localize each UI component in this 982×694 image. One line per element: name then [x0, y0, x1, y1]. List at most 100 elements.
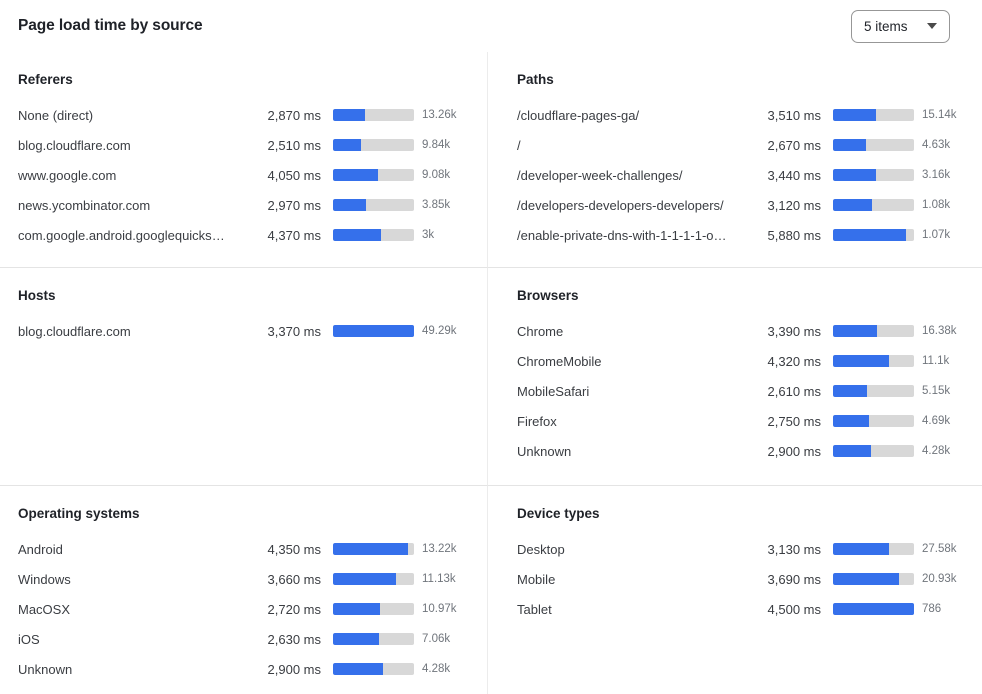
bar-fill	[833, 109, 877, 121]
row-label: Firefox	[517, 413, 557, 429]
panel-title: Operating systems	[18, 506, 140, 521]
table-row[interactable]: /developer-week-challenges/ 3,440 ms 3.1…	[517, 160, 970, 190]
row-label: Android	[18, 541, 63, 557]
bar-fill	[333, 325, 414, 337]
page-title: Page load time by source	[18, 17, 203, 34]
table-row[interactable]: Chrome 3,390 ms 16.38k	[517, 316, 970, 346]
row-ms-value: 2,750 ms	[767, 413, 821, 429]
chevron-down-icon	[927, 23, 937, 29]
bar-fill	[833, 603, 914, 615]
bar-fill	[833, 199, 872, 211]
table-row[interactable]: None (direct) 2,870 ms 13.26k	[18, 100, 470, 130]
table-row[interactable]: MobileSafari 2,610 ms 5.15k	[517, 376, 970, 406]
row-label: Mobile	[517, 571, 556, 587]
row-count: 11.1k	[922, 355, 950, 367]
row-label: Unknown	[18, 661, 73, 677]
panel-hosts: Hosts blog.cloudflare.com 3,370 ms 49.29…	[0, 268, 488, 486]
table-row[interactable]: Mobile 3,690 ms 20.93k	[517, 564, 970, 594]
panel-rows: Chrome 3,390 ms 16.38k ChromeMobile 4,32…	[517, 316, 970, 466]
panel-title: Referers	[18, 72, 73, 87]
table-row[interactable]: /cloudflare-pages-ga/ 3,510 ms 15.14k	[517, 100, 970, 130]
row-label: ChromeMobile	[517, 353, 602, 369]
row-count: 15.14k	[922, 109, 957, 121]
bar-track	[333, 325, 414, 337]
bar-fill	[333, 633, 379, 645]
table-row[interactable]: Windows 3,660 ms 11.13k	[18, 564, 470, 594]
bar-fill	[833, 229, 906, 241]
bar-track	[333, 573, 414, 585]
table-row[interactable]: MacOSX 2,720 ms 10.97k	[18, 594, 470, 624]
bar-track	[833, 385, 914, 397]
row-ms-value: 5,880 ms	[767, 227, 821, 243]
table-row[interactable]: Tablet 4,500 ms 786	[517, 594, 970, 624]
card-header: Page load time by source 5 items	[0, 0, 982, 52]
row-count: 1.07k	[922, 229, 951, 241]
row-label: MobileSafari	[517, 383, 590, 399]
bar-fill	[833, 139, 867, 151]
row-count: 3.85k	[422, 199, 451, 211]
bar-fill	[833, 573, 900, 585]
bar-fill	[333, 109, 365, 121]
panel-title: Device types	[517, 506, 600, 521]
bar-track	[333, 543, 414, 555]
row-count: 3k	[422, 229, 435, 241]
row-ms-value: 2,870 ms	[267, 107, 321, 123]
bar-fill	[333, 573, 397, 585]
row-ms-value: 4,320 ms	[767, 353, 821, 369]
table-row[interactable]: Unknown 2,900 ms 4.28k	[18, 654, 470, 684]
table-row[interactable]: / 2,670 ms 4.63k	[517, 130, 970, 160]
items-count-dropdown[interactable]: 5 items	[851, 9, 950, 43]
bar-track	[833, 139, 914, 151]
row-ms-value: 2,510 ms	[267, 137, 321, 153]
bar-fill	[333, 199, 366, 211]
table-row[interactable]: Desktop 3,130 ms 27.58k	[517, 534, 970, 564]
row-label: Unknown	[517, 443, 572, 459]
panel-rows: blog.cloudflare.com 3,370 ms 49.29k	[18, 316, 470, 346]
panel-referers: Referers None (direct) 2,870 ms 13.26k b…	[0, 52, 488, 268]
bar-track	[833, 603, 914, 615]
row-ms-value: 2,610 ms	[767, 383, 821, 399]
bar-fill	[833, 415, 869, 427]
bar-fill	[333, 169, 378, 181]
bar-track	[333, 229, 414, 241]
table-row[interactable]: com.google.android.googlequicksearc… 4,3…	[18, 220, 470, 250]
table-row[interactable]: Android 4,350 ms 13.22k	[18, 534, 470, 564]
row-count: 20.93k	[922, 573, 957, 585]
table-row[interactable]: www.google.com 4,050 ms 9.08k	[18, 160, 470, 190]
row-label: None (direct)	[18, 107, 94, 123]
bar-fill	[333, 229, 382, 241]
panel-operating-systems: Operating systems Android 4,350 ms 13.22…	[0, 486, 488, 694]
bar-fill	[833, 325, 878, 337]
bar-track	[333, 199, 414, 211]
table-row[interactable]: blog.cloudflare.com 3,370 ms 49.29k	[18, 316, 470, 346]
row-count: 4.63k	[922, 139, 951, 151]
row-ms-value: 4,050 ms	[267, 167, 321, 183]
row-label: iOS	[18, 631, 40, 647]
table-row[interactable]: /developers-developers-developers/ 3,120…	[517, 190, 970, 220]
table-row[interactable]: ChromeMobile 4,320 ms 11.1k	[517, 346, 970, 376]
row-count: 27.58k	[922, 543, 957, 555]
row-label: blog.cloudflare.com	[18, 323, 131, 339]
bar-fill	[333, 543, 409, 555]
table-row[interactable]: Firefox 2,750 ms 4.69k	[517, 406, 970, 436]
panel-rows: Android 4,350 ms 13.22k Windows 3,660 ms…	[18, 534, 470, 684]
bar-track	[833, 445, 914, 457]
table-row[interactable]: /enable-private-dns-with-1-1-1-1-on-… 5,…	[517, 220, 970, 250]
row-ms-value: 3,120 ms	[767, 197, 821, 213]
bar-track	[833, 355, 914, 367]
bar-track	[833, 169, 914, 181]
bar-track	[333, 603, 414, 615]
bar-fill	[333, 663, 384, 675]
row-count: 4.28k	[422, 663, 451, 675]
table-row[interactable]: iOS 2,630 ms 7.06k	[18, 624, 470, 654]
table-row[interactable]: blog.cloudflare.com 2,510 ms 9.84k	[18, 130, 470, 160]
bar-fill	[833, 543, 890, 555]
table-row[interactable]: news.ycombinator.com 2,970 ms 3.85k	[18, 190, 470, 220]
bar-track	[833, 573, 914, 585]
row-label: Chrome	[517, 323, 564, 339]
row-ms-value: 4,500 ms	[767, 601, 821, 617]
bar-fill	[833, 355, 890, 367]
table-row[interactable]: Unknown 2,900 ms 4.28k	[517, 436, 970, 466]
row-count: 4.28k	[922, 445, 951, 457]
